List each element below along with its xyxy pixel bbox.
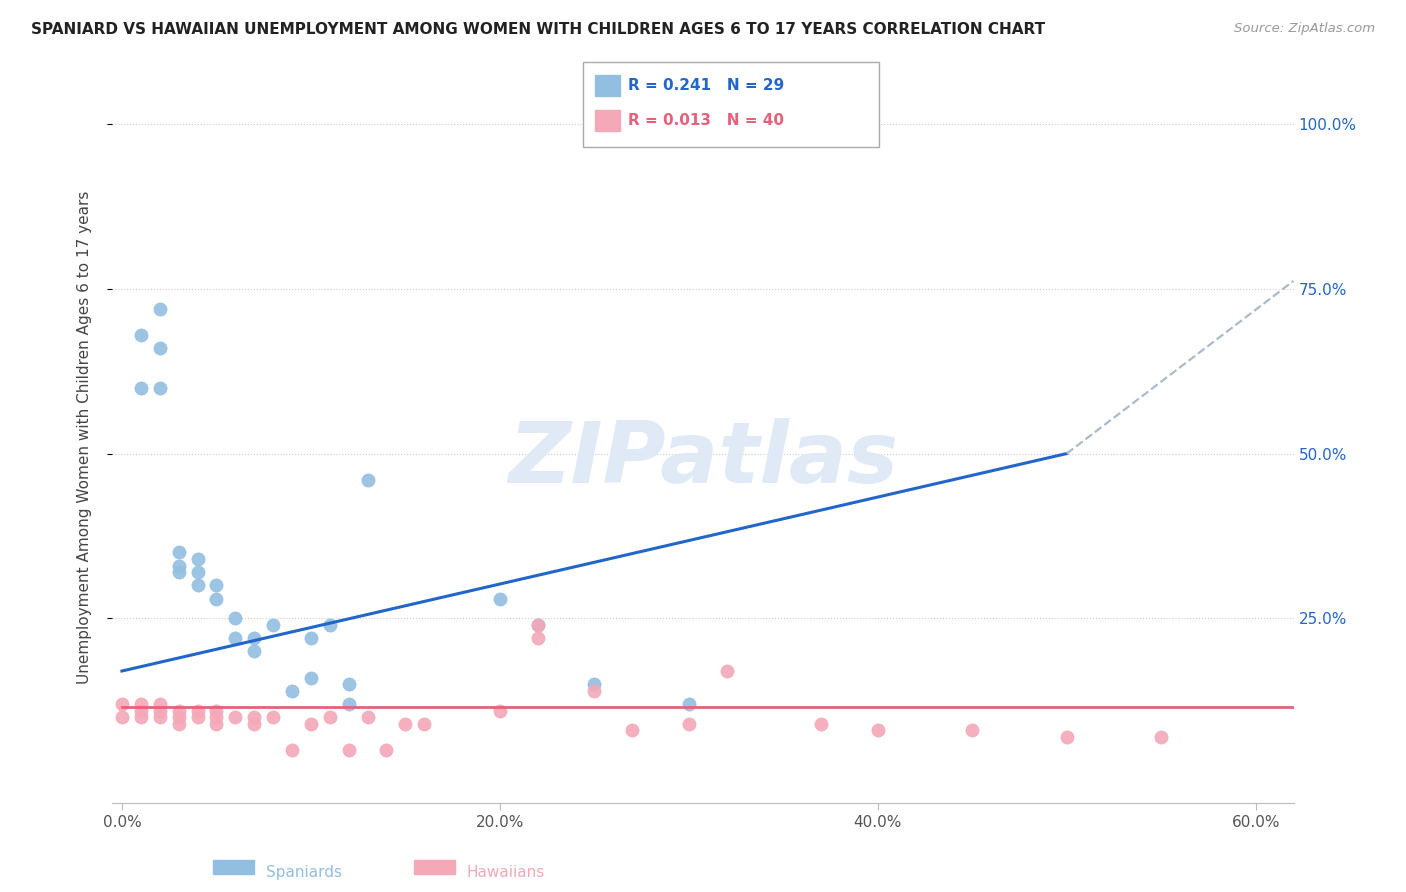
Point xyxy=(337,697,360,711)
Point xyxy=(243,631,266,645)
Point xyxy=(413,716,436,731)
Point xyxy=(186,565,208,579)
Point xyxy=(262,710,284,724)
Point xyxy=(224,611,246,625)
Point xyxy=(526,618,548,632)
Point xyxy=(224,631,246,645)
Point xyxy=(375,743,398,757)
Point xyxy=(149,710,172,724)
Point xyxy=(167,545,190,559)
Point xyxy=(489,591,512,606)
Point xyxy=(167,716,190,731)
Text: Source: ZipAtlas.com: Source: ZipAtlas.com xyxy=(1234,22,1375,36)
Point xyxy=(262,618,284,632)
Point xyxy=(1150,730,1173,744)
Point xyxy=(186,552,208,566)
Point xyxy=(129,710,152,724)
Point xyxy=(243,710,266,724)
Point xyxy=(129,697,152,711)
Point xyxy=(299,631,322,645)
Point xyxy=(149,301,172,316)
Point xyxy=(299,671,322,685)
Point xyxy=(583,683,606,698)
Point xyxy=(167,710,190,724)
Point xyxy=(224,710,246,724)
Point xyxy=(810,716,832,731)
Text: R = 0.241   N = 29: R = 0.241 N = 29 xyxy=(628,78,785,93)
Bar xyxy=(212,860,254,874)
Point xyxy=(394,716,416,731)
Point xyxy=(186,704,208,718)
Point xyxy=(526,631,548,645)
Point xyxy=(243,716,266,731)
Point xyxy=(337,743,360,757)
Point xyxy=(281,743,304,757)
Text: Spaniards: Spaniards xyxy=(266,865,342,880)
Point xyxy=(356,473,378,487)
Point xyxy=(243,644,266,658)
Point xyxy=(167,558,190,573)
Point xyxy=(621,723,644,738)
Point xyxy=(149,341,172,355)
Point xyxy=(205,710,228,724)
Point xyxy=(526,618,548,632)
Point xyxy=(716,664,738,678)
Point xyxy=(129,704,152,718)
Point xyxy=(583,677,606,691)
Point xyxy=(337,677,360,691)
Bar xyxy=(413,860,456,874)
Point xyxy=(281,683,304,698)
Text: Hawaiians: Hawaiians xyxy=(467,865,546,880)
Point xyxy=(167,565,190,579)
Text: R = 0.013   N = 40: R = 0.013 N = 40 xyxy=(628,113,785,128)
Point xyxy=(149,381,172,395)
Point xyxy=(356,710,378,724)
Point xyxy=(962,723,984,738)
Point xyxy=(186,710,208,724)
Point xyxy=(319,618,342,632)
Point xyxy=(299,716,322,731)
Point xyxy=(319,710,342,724)
Point xyxy=(1056,730,1078,744)
Point xyxy=(678,697,700,711)
Point xyxy=(205,704,228,718)
Point xyxy=(489,704,512,718)
Y-axis label: Unemployment Among Women with Children Ages 6 to 17 years: Unemployment Among Women with Children A… xyxy=(77,190,91,684)
Point xyxy=(111,710,134,724)
Point xyxy=(678,716,700,731)
Point xyxy=(149,704,172,718)
Point xyxy=(111,697,134,711)
Point xyxy=(167,704,190,718)
Point xyxy=(205,578,228,592)
Point xyxy=(866,723,889,738)
Point xyxy=(205,591,228,606)
Point xyxy=(149,697,172,711)
Point xyxy=(129,327,152,342)
Text: SPANIARD VS HAWAIIAN UNEMPLOYMENT AMONG WOMEN WITH CHILDREN AGES 6 TO 17 YEARS C: SPANIARD VS HAWAIIAN UNEMPLOYMENT AMONG … xyxy=(31,22,1045,37)
Point xyxy=(186,578,208,592)
Point xyxy=(205,716,228,731)
Point xyxy=(129,381,152,395)
Text: ZIPatlas: ZIPatlas xyxy=(508,417,898,500)
